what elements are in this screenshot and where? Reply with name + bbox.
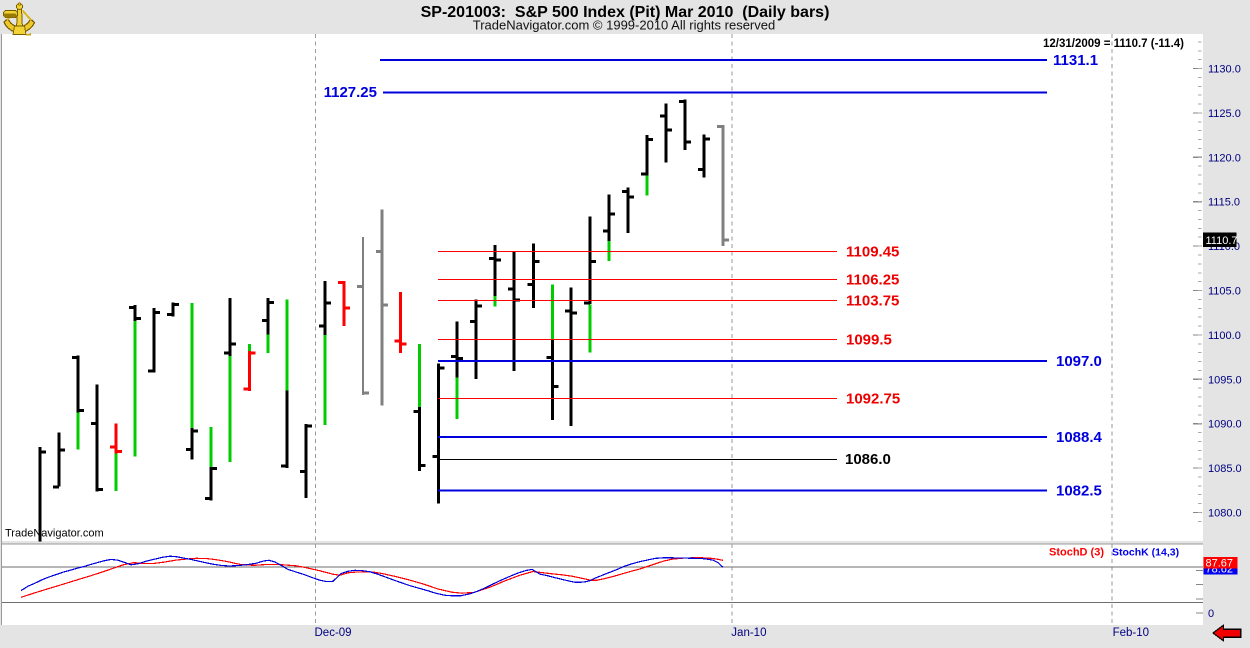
svg-text:Dec-09: Dec-09 [315, 627, 352, 639]
svg-text:1125.0: 1125.0 [1208, 108, 1241, 120]
svg-text:1130.0: 1130.0 [1208, 64, 1241, 76]
svg-text:Jan-10: Jan-10 [731, 627, 766, 639]
svg-text:1110.7: 1110.7 [1206, 235, 1238, 247]
svg-text:1085.0: 1085.0 [1208, 463, 1242, 475]
svg-text:SP-201003: S&P 500 Index (Pit: SP-201003: S&P 500 Index (Pit) Mar 2010 … [421, 4, 830, 21]
svg-text:1095.0: 1095.0 [1208, 374, 1242, 386]
svg-text:1100.0: 1100.0 [1208, 330, 1241, 342]
svg-text:1092.75: 1092.75 [846, 391, 900, 408]
svg-text:StochK (14,3): StochK (14,3) [1112, 547, 1179, 559]
svg-text:1099.5: 1099.5 [846, 332, 892, 349]
svg-text:1097.0: 1097.0 [1056, 353, 1102, 370]
svg-text:Feb-10: Feb-10 [1113, 627, 1149, 639]
svg-text:TradeNavigator.com: TradeNavigator.com [5, 528, 104, 540]
svg-text:1088.4: 1088.4 [1056, 429, 1103, 446]
svg-text:1082.5: 1082.5 [1056, 483, 1102, 500]
svg-text:12/31/2009 = 1110.7 (-11.4): 12/31/2009 = 1110.7 (-11.4) [1043, 38, 1184, 50]
svg-text:1109.45: 1109.45 [846, 244, 899, 261]
svg-text:1090.0: 1090.0 [1208, 419, 1242, 431]
svg-text:87.67: 87.67 [1206, 558, 1234, 570]
svg-text:1131.1: 1131.1 [1053, 52, 1098, 69]
svg-text:1106.25: 1106.25 [846, 272, 899, 289]
svg-text:1115.0: 1115.0 [1208, 197, 1240, 209]
svg-text:1086.0: 1086.0 [845, 451, 891, 468]
svg-text:1105.0: 1105.0 [1208, 286, 1241, 298]
svg-text:StochD (3): StochD (3) [1049, 547, 1104, 559]
svg-text:TradeNavigator.com © 1999-2010: TradeNavigator.com © 1999-2010 All right… [473, 18, 775, 33]
svg-text:1103.75: 1103.75 [846, 293, 899, 310]
svg-text:1120.0: 1120.0 [1208, 152, 1241, 164]
svg-text:1080.0: 1080.0 [1208, 507, 1242, 519]
svg-text:0: 0 [1208, 608, 1214, 620]
svg-text:1127.25: 1127.25 [324, 84, 377, 101]
